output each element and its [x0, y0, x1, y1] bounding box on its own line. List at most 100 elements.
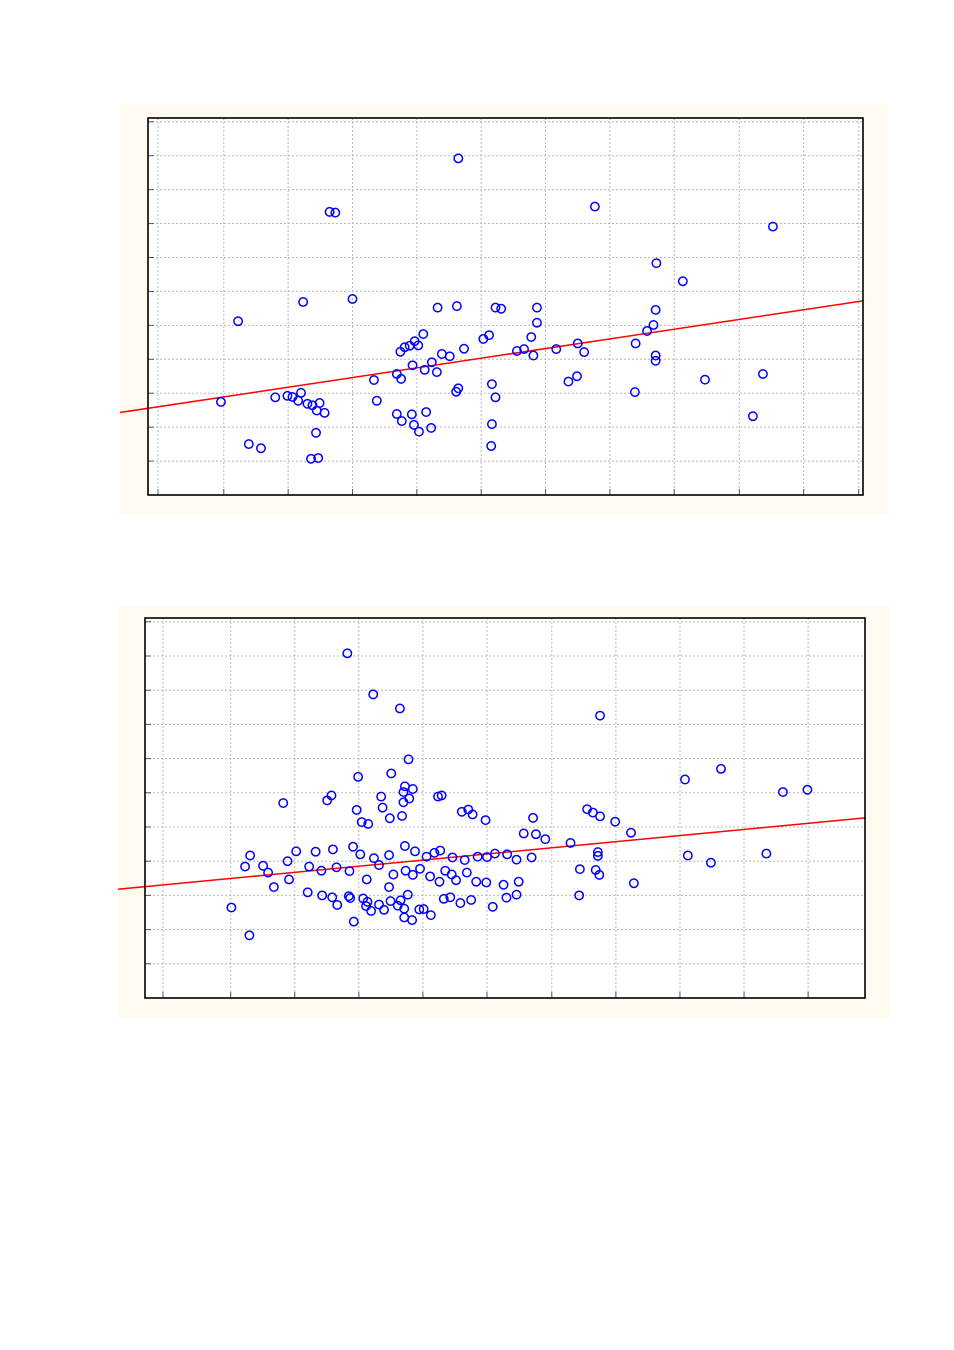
data-point — [435, 845, 446, 856]
data-point — [415, 863, 425, 874]
data-point — [400, 865, 411, 876]
data-point — [592, 847, 603, 858]
data-point — [595, 710, 605, 721]
data-point — [282, 390, 293, 401]
data-point — [319, 407, 330, 418]
data-point — [361, 874, 372, 885]
data-point — [432, 302, 443, 313]
data-point — [434, 876, 445, 887]
data-point — [767, 221, 778, 232]
data-point — [402, 889, 413, 900]
data-point — [532, 317, 542, 328]
plot-area — [145, 618, 865, 998]
data-point — [650, 350, 661, 361]
data-point — [526, 852, 537, 863]
data-point — [630, 338, 641, 349]
data-point — [528, 812, 539, 823]
data-point — [486, 379, 497, 390]
data-point — [331, 862, 342, 873]
regression-line — [117, 817, 866, 890]
data-point — [270, 392, 281, 403]
data-point — [461, 867, 472, 878]
data-point — [374, 899, 384, 910]
data-point — [406, 409, 417, 420]
data-point — [757, 369, 768, 379]
data-point — [407, 869, 418, 880]
data-point — [348, 916, 359, 927]
data-point — [284, 874, 294, 885]
data-point — [414, 426, 424, 437]
data-point — [705, 857, 716, 868]
data-point — [233, 316, 244, 327]
data-point — [572, 338, 583, 349]
data-point — [802, 784, 813, 795]
data-point — [426, 357, 437, 368]
data-point — [455, 898, 466, 908]
data-point — [451, 875, 461, 886]
data-point — [648, 320, 659, 330]
data-point — [302, 887, 313, 898]
data-point — [245, 850, 256, 861]
data-point — [397, 811, 407, 821]
data-point — [226, 902, 237, 913]
data-point — [595, 811, 605, 822]
data-point — [404, 793, 415, 804]
data-points — [215, 153, 778, 464]
data-point — [513, 876, 524, 887]
data-point — [314, 398, 325, 408]
data-point — [456, 806, 467, 817]
data-point — [419, 364, 430, 375]
data-point — [436, 790, 447, 801]
data-point — [385, 896, 396, 907]
data-point — [403, 754, 414, 765]
data-point — [371, 395, 382, 406]
data-point — [386, 768, 397, 779]
data-point — [394, 703, 405, 714]
data-point — [574, 864, 585, 875]
data-point — [377, 802, 388, 813]
data-point — [366, 906, 377, 916]
data-point — [304, 861, 315, 872]
data-point — [511, 854, 522, 865]
data-point — [472, 851, 483, 862]
data-point — [396, 373, 407, 384]
data-point — [650, 355, 661, 366]
scatter-chart-2 — [117, 617, 866, 999]
data-point — [327, 892, 338, 903]
data-point — [490, 302, 501, 313]
data-point — [344, 866, 355, 877]
data-point — [343, 891, 354, 902]
data-point — [324, 206, 335, 217]
data-point — [436, 349, 447, 359]
data-point — [291, 846, 302, 857]
data-point — [496, 303, 507, 314]
data-point — [480, 815, 491, 826]
data-point — [374, 860, 384, 870]
data-point — [489, 848, 500, 859]
data-point — [384, 813, 395, 824]
data-point — [342, 648, 353, 659]
data-point — [391, 408, 402, 419]
data-point — [306, 453, 316, 464]
data-point — [511, 889, 522, 900]
data-point — [481, 877, 492, 888]
data-point — [682, 850, 693, 861]
data-point — [589, 201, 600, 212]
data-point — [413, 340, 424, 351]
data-point — [316, 865, 327, 876]
data-point — [592, 850, 603, 861]
data-point — [418, 904, 429, 915]
data-point — [629, 387, 640, 398]
data-point — [399, 841, 410, 851]
data-point — [310, 846, 321, 857]
data-point — [327, 844, 338, 855]
data-point — [376, 791, 387, 802]
data-point — [425, 910, 436, 921]
data-point — [348, 841, 359, 852]
data-point — [268, 882, 279, 892]
data-point — [467, 809, 478, 820]
data-point — [438, 893, 449, 904]
scatter-chart-1-panel — [119, 104, 888, 514]
data-point — [388, 869, 399, 880]
data-point — [761, 848, 772, 859]
